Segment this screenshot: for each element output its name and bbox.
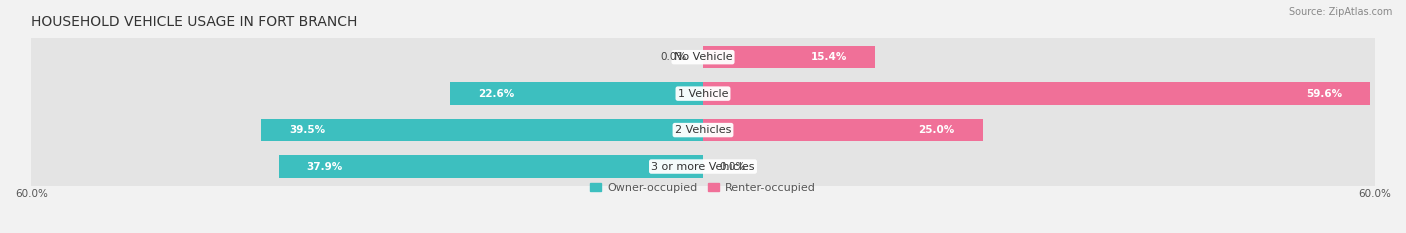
Text: 37.9%: 37.9%: [307, 161, 343, 171]
Text: 39.5%: 39.5%: [288, 125, 325, 135]
Text: 25.0%: 25.0%: [918, 125, 955, 135]
Bar: [703, 46, 876, 69]
Bar: [450, 82, 703, 105]
Bar: [31, 74, 1375, 113]
Text: HOUSEHOLD VEHICLE USAGE IN FORT BRANCH: HOUSEHOLD VEHICLE USAGE IN FORT BRANCH: [31, 15, 357, 29]
Bar: [31, 147, 1375, 186]
Text: Source: ZipAtlas.com: Source: ZipAtlas.com: [1288, 7, 1392, 17]
Text: 0.0%: 0.0%: [659, 52, 686, 62]
Text: 15.4%: 15.4%: [811, 52, 848, 62]
Bar: [262, 119, 703, 141]
Bar: [703, 82, 1369, 105]
Text: 22.6%: 22.6%: [478, 89, 515, 99]
Bar: [31, 38, 1375, 76]
Text: 3 or more Vehicles: 3 or more Vehicles: [651, 161, 755, 171]
Text: 2 Vehicles: 2 Vehicles: [675, 125, 731, 135]
Bar: [703, 119, 983, 141]
Text: No Vehicle: No Vehicle: [673, 52, 733, 62]
Text: 1 Vehicle: 1 Vehicle: [678, 89, 728, 99]
Legend: Owner-occupied, Renter-occupied: Owner-occupied, Renter-occupied: [591, 183, 815, 193]
Bar: [31, 111, 1375, 149]
Text: 0.0%: 0.0%: [720, 161, 747, 171]
Bar: [278, 155, 703, 178]
Text: 59.6%: 59.6%: [1306, 89, 1343, 99]
